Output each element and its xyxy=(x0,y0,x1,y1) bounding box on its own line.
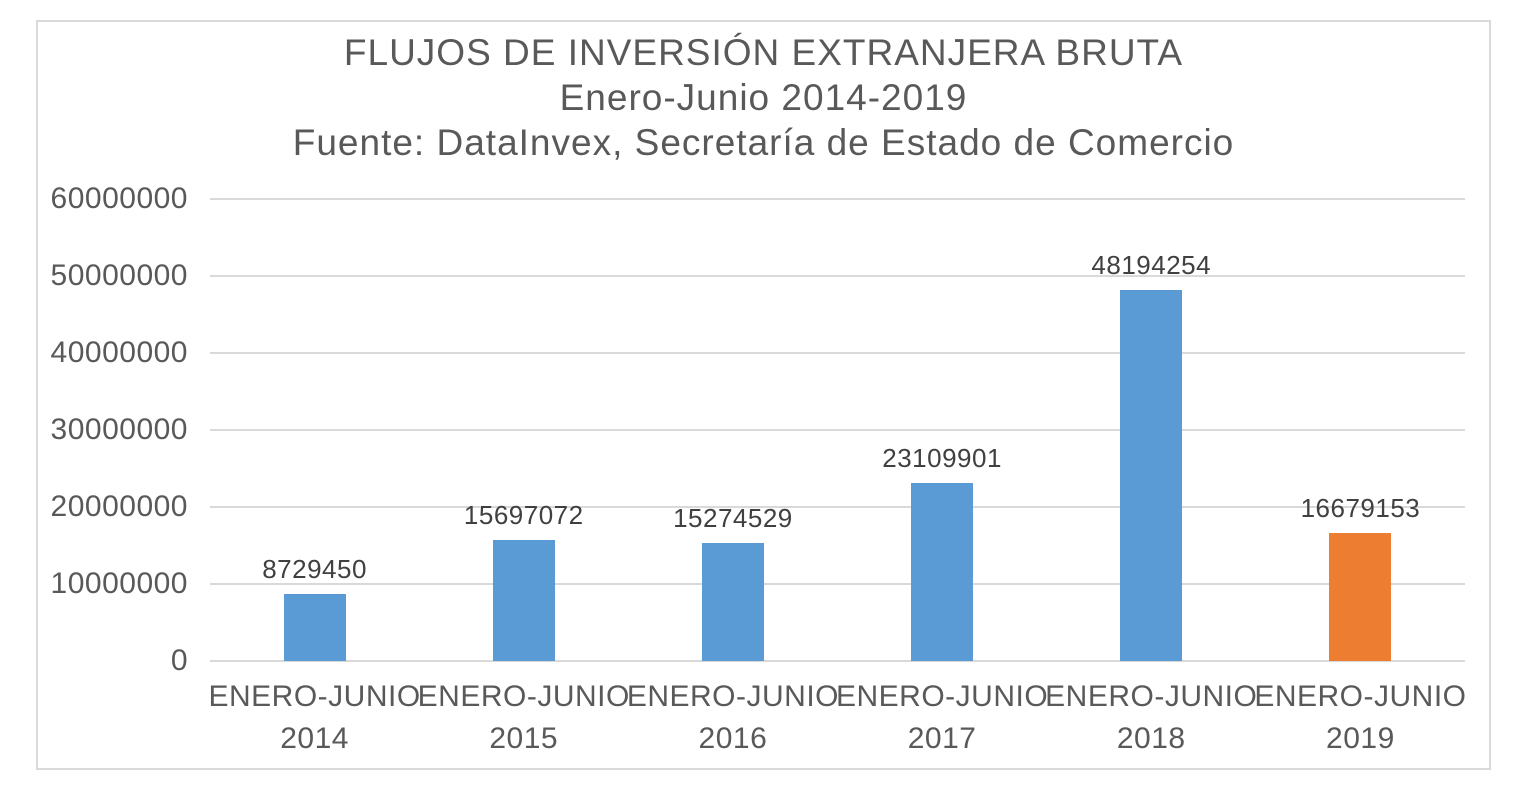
y-axis-tick-label: 30000000 xyxy=(50,413,188,446)
y-axis-tick-label: 0 xyxy=(170,644,188,677)
gridline xyxy=(210,275,1465,277)
x-axis-category-year: 2014 xyxy=(280,722,349,755)
bar-value-label: 8729450 xyxy=(262,553,367,584)
x-axis-category-label: ENERO-JUNIO 2014 xyxy=(199,676,431,760)
chart-subtitle: Enero-Junio 2014-2019 xyxy=(559,77,968,118)
y-axis-tick-label: 20000000 xyxy=(50,490,188,523)
y-axis-tick-label: 40000000 xyxy=(50,336,188,369)
x-axis-category-label: ENERO-JUNIO 2015 xyxy=(408,676,640,760)
x-axis-category-year: 2018 xyxy=(1116,722,1186,755)
bar-value-label: 15697072 xyxy=(463,500,584,531)
bar xyxy=(1329,532,1392,661)
x-axis-category-year: 2017 xyxy=(907,722,977,755)
bar-value-label: 15274529 xyxy=(673,503,793,534)
x-axis-category-label: ENERO-JUNIO 2019 xyxy=(1244,676,1476,760)
x-axis-category-year: 2015 xyxy=(489,722,559,755)
y-axis-tick-label: 10000000 xyxy=(50,567,188,600)
gridline xyxy=(210,660,1465,662)
bar xyxy=(492,540,555,661)
y-axis-tick-label: 60000000 xyxy=(50,182,188,215)
bar xyxy=(911,483,974,661)
bar xyxy=(1120,289,1183,661)
y-axis-tick-label: 50000000 xyxy=(50,259,188,292)
x-axis-category-year: 2016 xyxy=(698,722,768,755)
bar-value-label: 16679153 xyxy=(1300,492,1421,523)
x-axis-category-period: ENERO-JUNIO xyxy=(208,680,421,713)
x-axis-category-label: ENERO-JUNIO 2016 xyxy=(617,676,849,760)
gridline xyxy=(210,198,1465,200)
gridline xyxy=(210,506,1465,508)
chart-frame-border xyxy=(36,20,1491,770)
x-axis-category-period: ENERO-JUNIO xyxy=(1254,680,1467,713)
bar-value-label: 48194254 xyxy=(1091,249,1212,280)
x-axis-category-period: ENERO-JUNIO xyxy=(417,680,630,713)
chart-title-block: FLUJOS DE INVERSIÓN EXTRANJERA BRUTA Ene… xyxy=(36,30,1491,165)
x-axis-category-period: ENERO-JUNIO xyxy=(1045,680,1258,713)
x-axis-category-label: ENERO-JUNIO 2018 xyxy=(1035,676,1267,760)
gridline xyxy=(210,429,1465,431)
x-axis-category-period: ENERO-JUNIO xyxy=(835,680,1049,713)
x-axis-category-label: ENERO-JUNIO 2017 xyxy=(826,676,1058,760)
x-axis-category-period: ENERO-JUNIO xyxy=(626,680,839,713)
bar xyxy=(283,593,346,661)
gridline xyxy=(210,352,1465,354)
chart-title: FLUJOS DE INVERSIÓN EXTRANJERA BRUTA xyxy=(343,32,1184,73)
bar-value-label: 23109901 xyxy=(882,443,1002,474)
bar xyxy=(701,543,764,661)
gridline xyxy=(210,583,1465,585)
x-axis-category-year: 2019 xyxy=(1326,722,1395,755)
chart-source-line: Fuente: DataInvex, Secretaría de Estado … xyxy=(292,122,1235,163)
